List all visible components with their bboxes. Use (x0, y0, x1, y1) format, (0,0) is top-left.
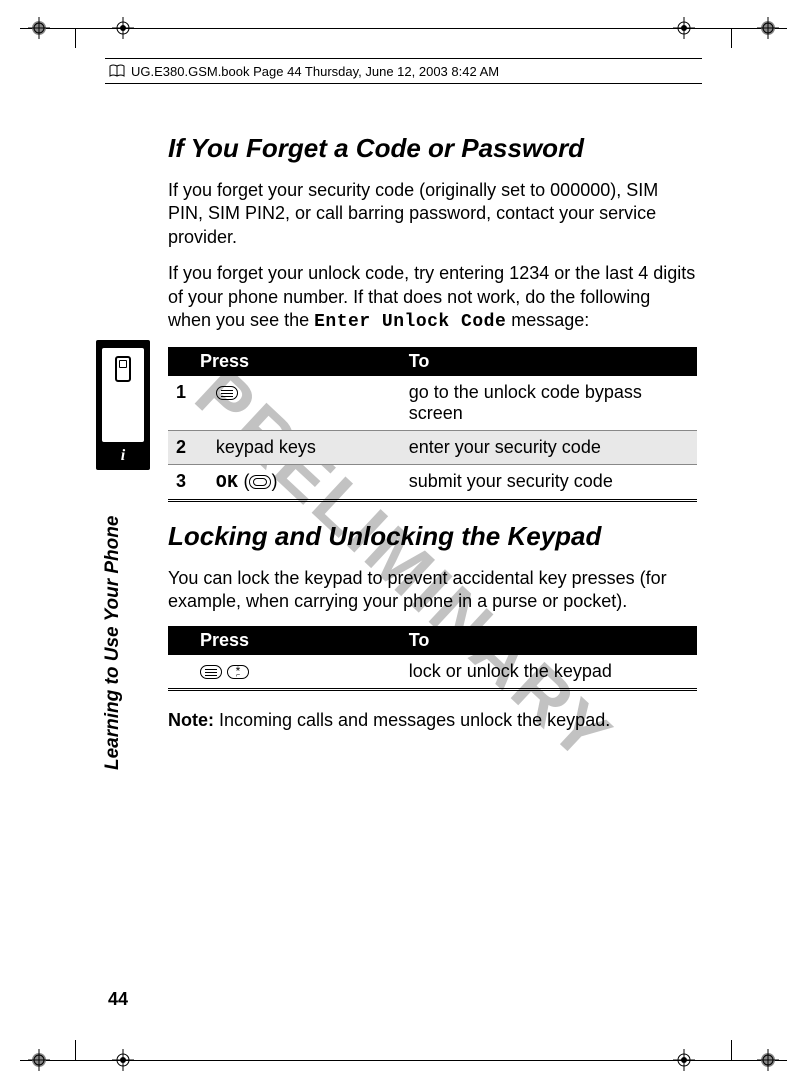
crop-tick (75, 28, 76, 48)
softkey-icon (249, 475, 271, 489)
phone-tip-icon: i (96, 340, 150, 470)
press-cell: OK () (208, 465, 401, 501)
steps-table-lock: Press To ⌐ lock or unlock the keypad (168, 626, 697, 691)
to-cell: go to the unlock code bypass screen (401, 376, 697, 431)
table-row: 3 OK () submit your security code (168, 465, 697, 501)
content-column: If You Forget a Code or Password If you … (168, 132, 697, 978)
table-header-row: Press To (168, 626, 697, 655)
to-cell: submit your security code (401, 465, 697, 501)
step-number: 1 (168, 376, 208, 431)
press-cell: keypad keys (208, 431, 401, 465)
page-number: 44 (108, 989, 128, 1010)
press-cell (208, 376, 401, 431)
table-row: 2 keypad keys enter your security code (168, 431, 697, 465)
section-side-label: Learning to Use Your Phone (102, 516, 124, 770)
crop-tick (75, 1040, 76, 1060)
text: message: (506, 310, 589, 330)
col-to: To (401, 347, 697, 376)
page: PRELIMINARY UG.E380.GSM.book Page 44 Thu… (0, 0, 807, 1088)
code-text: Enter Unlock Code (314, 312, 506, 332)
menu-key-icon (200, 665, 222, 679)
table-row: 1 go to the unlock code bypass screen (168, 376, 697, 431)
col-press: Press (168, 626, 401, 655)
paragraph: If you forget your security code (origin… (168, 179, 697, 250)
paragraph: If you forget your unlock code, try ente… (168, 262, 697, 335)
crop-tick (731, 1040, 732, 1060)
crop-tick (731, 28, 732, 48)
table-row: ⌐ lock or unlock the keypad (168, 655, 697, 690)
note-label: Note: (168, 710, 214, 730)
step-number: 2 (168, 431, 208, 465)
running-header-text: UG.E380.GSM.book Page 44 Thursday, June … (131, 64, 499, 79)
col-to: To (401, 626, 697, 655)
table-header-row: Press To (168, 347, 697, 376)
paragraph: You can lock the keypad to prevent accid… (168, 567, 697, 615)
ok-label: OK (216, 473, 239, 493)
section-heading-forget-code: If You Forget a Code or Password (168, 132, 697, 165)
crop-marks-bottom (0, 1040, 807, 1080)
step-number: 3 (168, 465, 208, 501)
menu-key-icon (216, 386, 238, 400)
to-cell: lock or unlock the keypad (401, 655, 697, 690)
note-text: Incoming calls and messages unlock the k… (214, 710, 610, 730)
col-press: Press (168, 347, 401, 376)
section-heading-lock-keypad: Locking and Unlocking the Keypad (168, 520, 697, 553)
star-key-icon: ⌐ (227, 665, 249, 679)
steps-table-unlock: Press To 1 go to the unlock code bypass … (168, 347, 697, 502)
to-cell: enter your security code (401, 431, 697, 465)
press-cell: ⌐ (168, 655, 401, 690)
note-paragraph: Note: Incoming calls and messages unlock… (168, 709, 697, 733)
crop-marks-top (0, 8, 807, 48)
running-header: UG.E380.GSM.book Page 44 Thursday, June … (105, 58, 702, 84)
book-icon (109, 64, 125, 78)
